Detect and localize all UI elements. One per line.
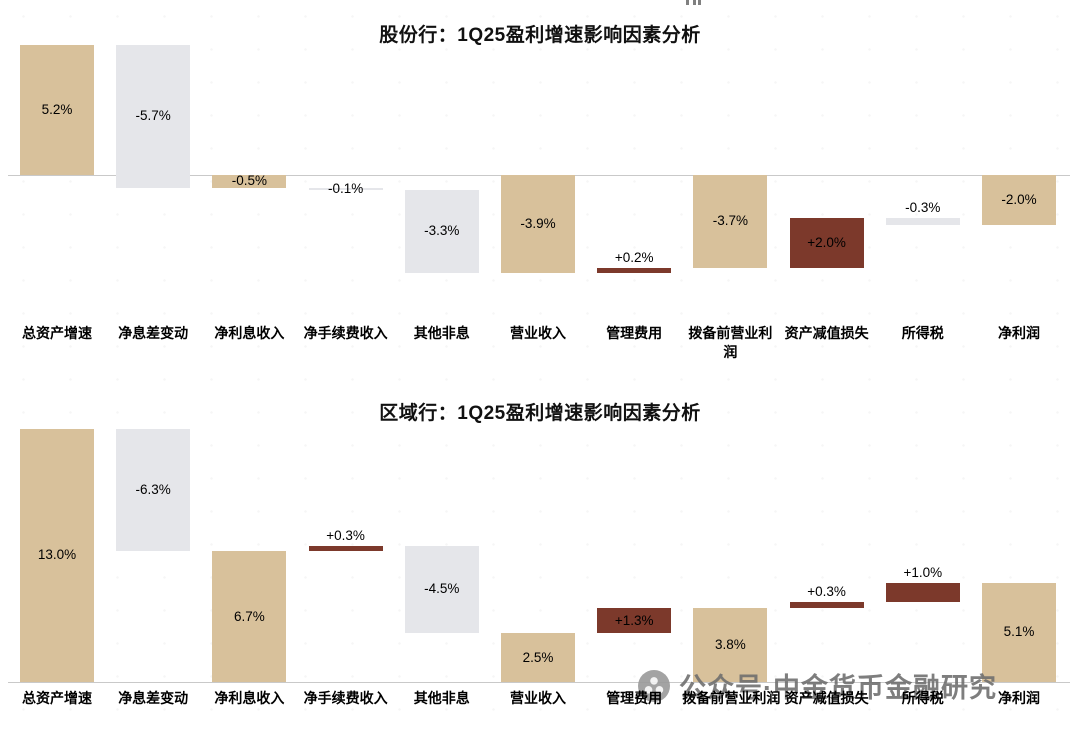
value-label-其他非息: -4.5%	[424, 581, 460, 597]
value-label-净息差变动: -5.7%	[135, 108, 171, 124]
bar-净息差变动	[116, 45, 191, 188]
bar-资产减值损失	[789, 217, 864, 268]
category-label-净利润: 净利润	[998, 325, 1040, 341]
category-label-净手续费收入: 净手续费收入	[303, 690, 388, 706]
category-label-总资产增速: 总资产增速	[22, 325, 92, 341]
category-label-管理费用: 管理费用	[606, 325, 663, 341]
value-label-其他非息: -3.3%	[424, 223, 460, 239]
value-label-净利润: 5.1%	[1003, 624, 1035, 640]
category-label-拨备前营业利润: 拨备前营业利润	[682, 690, 781, 706]
bar-管理费用	[597, 607, 672, 634]
bar-营业收入	[501, 175, 575, 273]
category-label-所得税: 所得税	[901, 690, 944, 706]
bar-净手续费收入	[308, 187, 383, 190]
value-label-拨备前营业利润: -3.7%	[712, 213, 749, 229]
x-axis-line	[8, 682, 1070, 683]
value-label-净息差变动: -6.3%	[135, 481, 171, 497]
value-label-资产减值损失: +0.3%	[807, 584, 846, 600]
value-label-拨备前营业利润: 3.8%	[715, 636, 746, 652]
bar-总资产增速	[20, 428, 94, 682]
category-label-净利润: 净利润	[998, 690, 1040, 706]
value-label-总资产增速: 5.2%	[41, 102, 73, 117]
bar-净利息收入	[212, 175, 287, 188]
value-label-净手续费收入: -0.1%	[327, 180, 364, 196]
bar-资产减值损失	[789, 602, 864, 608]
chart-title-regional-banks: 区域行：1Q25盈利增速影响因素分析	[379, 403, 701, 424]
value-label-净利息收入: -0.5%	[231, 173, 268, 189]
bar-其他非息	[404, 545, 479, 634]
bar-净手续费收入	[308, 545, 383, 552]
value-label-管理费用: +0.2%	[614, 249, 654, 265]
bar-管理费用	[597, 267, 672, 273]
category-label-总资产增速: 总资产增速	[22, 690, 92, 706]
chart-title-joint-stock-banks: 股份行：1Q25盈利增速影响因素分析	[379, 25, 701, 46]
bar-总资产增速	[20, 45, 94, 175]
wechat-account-logo-icon	[638, 669, 670, 702]
value-label-所得税: +1.0%	[903, 564, 943, 580]
category-label-净利息收入: 净利息收入	[214, 690, 285, 706]
category-label-资产减值损失: 资产减值损失	[784, 690, 869, 706]
category-label-拨备前营业利润: 拨备前营业利润	[688, 325, 773, 360]
value-label-资产减值损失: +2.0%	[807, 234, 846, 250]
category-label-管理费用: 管理费用	[606, 690, 663, 706]
value-label-净手续费收入: +0.3%	[326, 527, 365, 543]
bar-净息差变动	[116, 428, 191, 552]
value-label-净利息收入: 6.7%	[234, 608, 265, 624]
category-label-净息差变动: 净息差变动	[118, 325, 189, 341]
bar-营业收入	[501, 633, 575, 682]
bar-净利润	[982, 582, 1056, 682]
category-label-净手续费收入: 净手续费收入	[303, 325, 388, 341]
value-label-营业收入: 2.5%	[522, 649, 554, 665]
bar-拨备前营业利润	[693, 175, 768, 268]
category-label-净息差变动: 净息差变动	[118, 690, 189, 706]
value-label-净利润: -2.0%	[1001, 192, 1037, 207]
bar-所得税	[885, 217, 960, 225]
category-label-营业收入: 营业收入	[510, 325, 566, 341]
category-label-营业收入: 营业收入	[510, 690, 566, 706]
category-label-所得税: 所得税	[901, 325, 944, 341]
value-label-所得税: -0.3%	[905, 199, 941, 215]
bar-所得税	[885, 582, 960, 603]
watermark: 公众号·中金货币金融研究	[638, 666, 997, 705]
value-label-营业收入: -3.9%	[520, 215, 556, 231]
category-label-资产减值损失: 资产减值损失	[784, 325, 869, 341]
category-label-其他非息: 其他非息	[413, 325, 470, 341]
value-label-管理费用: +1.3%	[614, 612, 654, 628]
category-label-其他非息: 其他非息	[413, 690, 470, 706]
bar-净利润	[982, 175, 1056, 225]
bar-净利息收入	[212, 551, 287, 682]
watermark-text: 公众号·中金货币金融研究	[679, 673, 997, 703]
bar-拨备前营业利润	[693, 607, 768, 682]
clipped-text-fragment	[686, 0, 702, 5]
category-label-净利息收入: 净利息收入	[214, 325, 285, 341]
bar-其他非息	[404, 190, 479, 273]
value-label-总资产增速: 13.0%	[37, 547, 77, 563]
